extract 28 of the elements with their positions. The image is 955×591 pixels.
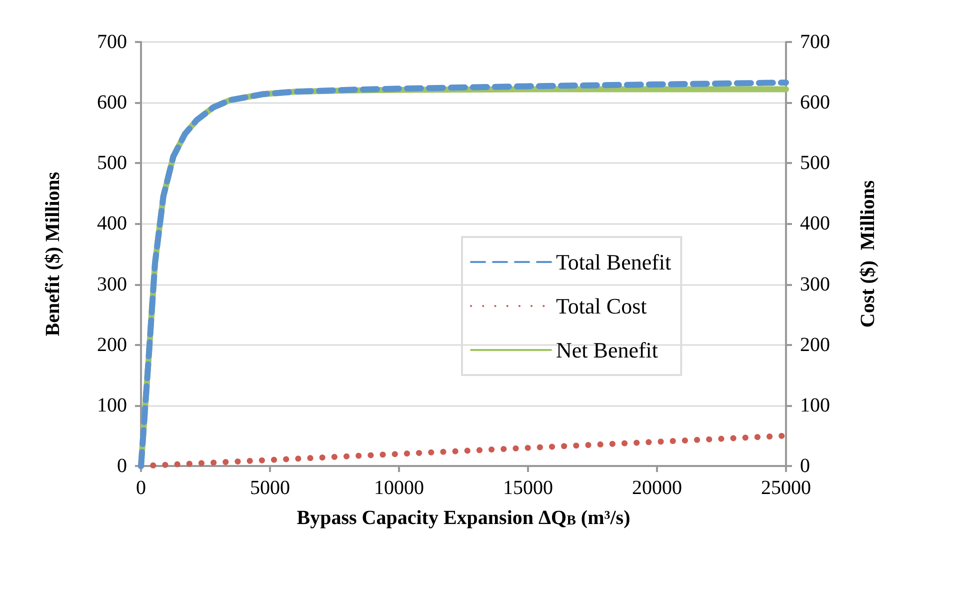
y2-tick-label: 500 (800, 152, 830, 174)
legend-label: Total Benefit (556, 250, 672, 274)
y-tick-label: 100 (97, 394, 127, 416)
legend-label: Net Benefit (556, 338, 658, 362)
y2-tick-label: 400 (800, 212, 830, 235)
y-tick-label: 700 (97, 31, 127, 53)
y2-tick-label: 600 (800, 92, 830, 114)
x-tick-label: 10000 (374, 477, 424, 499)
x-tick-label: 20000 (632, 477, 682, 499)
legend-label: Total Cost (556, 294, 647, 318)
y-tick-label: 0 (117, 455, 127, 477)
y-tick-label: 200 (97, 334, 127, 356)
y2-tick-label: 700 (800, 31, 830, 53)
y2-tick-label: 200 (800, 334, 830, 356)
y-tick-label: 500 (97, 152, 127, 174)
x-axis-title: Bypass Capacity Expansion ΔQB (m³/s) (296, 507, 630, 529)
y2-tick-label: 300 (800, 273, 830, 296)
y2-tick-label: 100 (800, 394, 830, 416)
x-tick-label: 5000 (250, 477, 290, 499)
y-axis-title: Benefit ($) Millions (42, 172, 64, 336)
x-tick-label: 15000 (503, 477, 553, 499)
y-tick-label: 600 (97, 92, 127, 114)
y-tick-label: 400 (97, 212, 127, 235)
y2-tick-label: 0 (800, 455, 810, 477)
y-tick-label: 300 (97, 273, 127, 296)
x-tick-label: 0 (136, 477, 146, 499)
x-tick-label: 25000 (761, 477, 811, 499)
y2-axis-title: Cost ($) Millions (857, 180, 879, 328)
